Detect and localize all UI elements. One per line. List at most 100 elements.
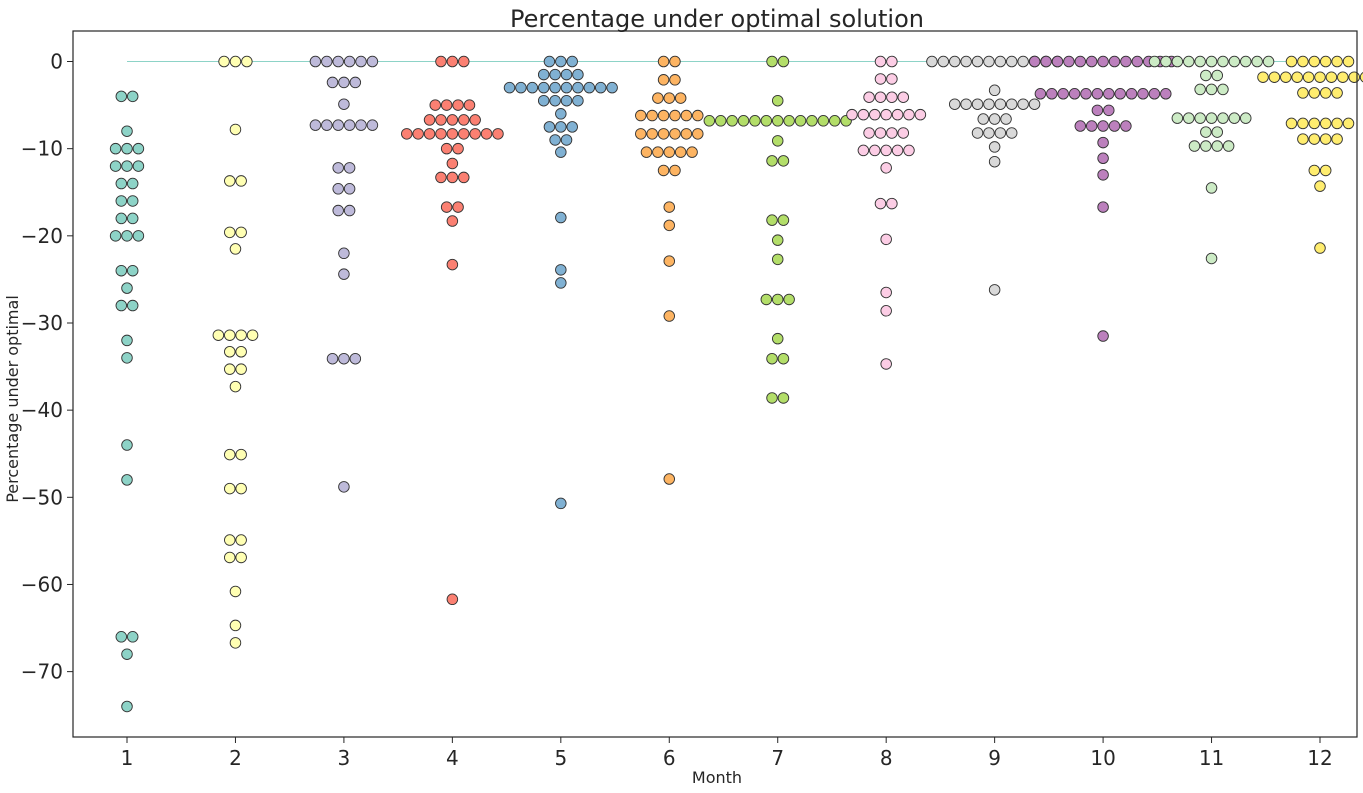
- data-point-month-4: [469, 128, 481, 140]
- data-point-month-11: [1262, 55, 1275, 68]
- y-tick-label: −70: [21, 660, 63, 684]
- tick-labels-layer: 0−10−20−30−40−50−60−701 2 3 4 5 6 7 8 9 10 11 12: [21, 50, 1333, 770]
- data-point-month-11: [1182, 55, 1195, 68]
- data-point-month-9: [994, 98, 1007, 110]
- data-point-month-7: [771, 135, 784, 147]
- y-tick-label: −20: [21, 224, 63, 248]
- data-point-month-12: [1297, 133, 1309, 145]
- data-point-month-1: [115, 212, 128, 225]
- data-point-month-12: [1337, 71, 1349, 83]
- data-point-month-10: [1097, 120, 1109, 132]
- data-point-month-3: [326, 352, 339, 365]
- data-point-month-4: [423, 128, 436, 140]
- data-point-month-7: [771, 115, 784, 127]
- data-point-month-5: [572, 81, 584, 94]
- data-point-month-5: [549, 81, 561, 94]
- data-point-month-9: [960, 55, 972, 68]
- data-point-month-5: [583, 81, 596, 94]
- data-point-month-10: [1108, 120, 1121, 132]
- data-point-month-12: [1348, 71, 1360, 83]
- data-point-month-12: [1314, 180, 1326, 192]
- data-point-month-11: [1217, 55, 1229, 68]
- data-point-month-4: [440, 201, 453, 213]
- chart-title: Percentage under optimal solution: [510, 5, 924, 33]
- data-point-month-7: [777, 55, 790, 68]
- data-point-month-1: [109, 160, 122, 172]
- data-point-month-9: [983, 55, 995, 68]
- data-point-month-1: [126, 631, 139, 643]
- data-point-month-12: [1291, 71, 1303, 83]
- data-point-month-8: [880, 108, 892, 121]
- data-point-month-12: [1308, 117, 1321, 130]
- data-point-month-10: [1080, 88, 1092, 100]
- data-point-month-6: [652, 92, 664, 104]
- data-point-month-8: [863, 91, 875, 103]
- data-point-month-9: [988, 84, 1001, 97]
- data-point-month-5: [560, 94, 573, 107]
- data-point-month-11: [1217, 83, 1229, 96]
- data-point-month-1: [121, 474, 133, 486]
- data-point-month-11: [1239, 55, 1252, 68]
- data-point-month-2: [235, 482, 247, 495]
- data-point-month-6: [663, 92, 676, 104]
- data-point-month-3: [338, 268, 350, 280]
- data-point-month-11: [1171, 55, 1184, 68]
- data-point-month-1: [121, 230, 133, 242]
- data-point-month-1: [126, 195, 139, 207]
- data-point-month-3: [366, 119, 379, 131]
- data-point-month-4: [412, 128, 424, 140]
- data-point-month-10: [1074, 55, 1087, 68]
- data-point-month-12: [1280, 71, 1292, 83]
- data-point-month-8: [863, 127, 875, 139]
- data-point-month-1: [115, 299, 128, 312]
- data-point-month-7: [806, 115, 818, 127]
- data-point-month-10: [1114, 88, 1126, 100]
- data-point-month-3: [332, 55, 344, 68]
- data-point-month-8: [903, 108, 915, 121]
- data-point-month-8: [886, 197, 898, 210]
- data-point-month-5: [543, 55, 556, 68]
- data-point-month-11: [1182, 112, 1195, 124]
- data-point-month-9: [948, 98, 961, 110]
- data-point-month-7: [737, 115, 750, 127]
- data-point-month-5: [503, 81, 516, 94]
- data-point-month-1: [115, 195, 128, 207]
- data-point-month-8: [897, 127, 910, 139]
- data-point-month-9: [1000, 113, 1012, 125]
- data-point-month-1: [115, 90, 128, 103]
- data-point-month-2: [229, 619, 242, 632]
- data-point-month-3: [309, 55, 322, 68]
- data-point-month-1: [115, 264, 128, 277]
- data-point-month-4: [452, 142, 464, 155]
- data-point-month-11: [1200, 126, 1212, 138]
- x-tick-label: 4: [446, 746, 459, 770]
- data-point-month-10: [1063, 55, 1075, 68]
- data-point-month-6: [657, 74, 670, 86]
- data-point-month-11: [1205, 112, 1218, 124]
- data-point-month-11: [1222, 140, 1235, 152]
- data-point-month-3: [332, 183, 344, 195]
- data-point-month-12: [1342, 55, 1355, 68]
- data-point-month-2: [229, 123, 242, 136]
- data-point-month-1: [121, 700, 133, 713]
- data-point-month-8: [874, 73, 887, 85]
- data-point-month-12: [1319, 117, 1332, 130]
- data-point-month-10: [1097, 152, 1109, 165]
- data-point-month-6: [663, 219, 676, 232]
- data-point-month-10: [1148, 88, 1161, 100]
- data-point-month-3: [338, 481, 350, 493]
- data-point-month-9: [960, 98, 972, 110]
- data-point-month-4: [435, 128, 447, 140]
- data-point-month-10: [1103, 88, 1115, 100]
- y-tick-label: −60: [21, 572, 63, 596]
- data-point-month-4: [446, 128, 459, 140]
- data-point-month-4: [446, 157, 459, 170]
- data-point-month-9: [983, 127, 995, 139]
- data-point-month-2: [235, 363, 247, 375]
- y-tick-label: −40: [21, 398, 63, 422]
- data-point-month-7: [771, 94, 784, 107]
- data-point-month-7: [771, 253, 784, 266]
- data-point-month-7: [771, 332, 784, 345]
- x-tick-label: 5: [554, 746, 567, 770]
- data-point-month-12: [1319, 55, 1332, 68]
